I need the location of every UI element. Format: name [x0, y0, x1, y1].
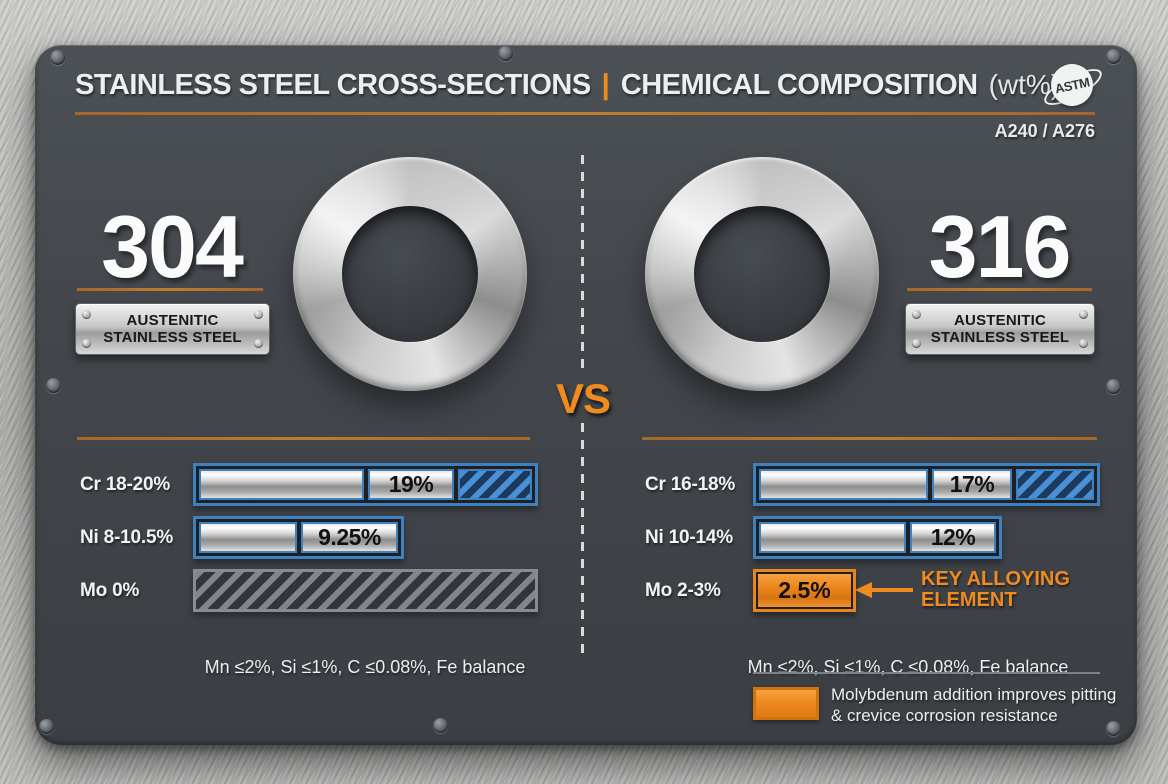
bar-molybdenum-highlight: 2.5% [753, 569, 856, 612]
legend-text: Molybdenum addition improves pitting & c… [831, 684, 1116, 726]
row-label: Ni 8-10.5% [80, 527, 174, 548]
plate-screw-icon [254, 310, 263, 319]
composition-bar: 17% [753, 463, 1100, 506]
grade-316-number: 316 [928, 197, 1072, 296]
plate-screw-icon [82, 339, 91, 348]
title-part1: STAINLESS STEEL CROSS-SECTIONS [75, 69, 591, 101]
plate-screw-icon [912, 339, 921, 348]
row-label: Mo 2-3% [645, 580, 721, 601]
bar-value: 17% [932, 469, 1012, 500]
screw-icon [1106, 49, 1121, 64]
screw-icon [39, 719, 54, 734]
bar-value: 19% [368, 469, 454, 500]
composition-row: Ni 10-14% 12% [35, 516, 1137, 559]
legend-line2: & crevice corrosion resistance [831, 706, 1058, 725]
row-label: Cr 16-18% [645, 474, 736, 495]
bar-empty-hatch [193, 569, 538, 612]
composition-rule-304 [77, 437, 530, 440]
row-label: Ni 10-14% [645, 527, 733, 548]
bar-value: 9.25% [301, 522, 398, 553]
screw-icon [1106, 379, 1121, 394]
plate-screw-icon [254, 339, 263, 348]
arrow-left-icon [855, 582, 913, 598]
screw-icon [50, 50, 65, 65]
center-divider-dash [581, 423, 584, 655]
grade-304-number: 304 [101, 197, 244, 296]
type-label-line1: AUSTENITIC [954, 311, 1046, 329]
vs-label: VS [555, 375, 611, 422]
composition-bar: 19% [193, 463, 538, 506]
composition-row: Cr 16-18% 17% [35, 463, 1137, 506]
bar-range-hatch [1016, 469, 1094, 500]
ring-hole [694, 206, 830, 342]
composition-bar: 9.25% [193, 516, 404, 559]
title-separator: | [601, 69, 610, 101]
bar-fill [759, 522, 906, 553]
bar-range-hatch [458, 469, 532, 500]
screw-icon [433, 718, 448, 733]
footnote-316: Mn ≤2%, Si ≤1%, C ≤0.08%, Fe balance [747, 657, 1069, 677]
bar-fill [199, 522, 297, 553]
rows-right: Cr 16-18% 17% Ni 10-14% 12% Mo 2-3% 2.5% [35, 45, 1137, 745]
steel-ring-304 [293, 157, 527, 391]
grade-304-type-plate: AUSTENITIC STAINLESS STEEL [75, 303, 270, 355]
legend-line1: Molybdenum addition improves pitting [831, 685, 1117, 704]
screw-icon [498, 46, 513, 61]
plate-screw-icon [82, 310, 91, 319]
composition-rule-316 [642, 437, 1097, 440]
title-units: (wt%) [988, 69, 1061, 100]
key-alloying-line1: KEY ALLOYING [921, 568, 1070, 590]
ring-hole [342, 206, 478, 342]
footnote-304: Mn ≤2%, Si ≤1%, C ≤0.08%, Fe balance [204, 657, 526, 677]
key-alloying-line2: ELEMENT [921, 589, 1017, 611]
page-title: STAINLESS STEEL CROSS-SECTIONS | CHEMICA… [75, 69, 1095, 102]
composition-bar: 12% [753, 516, 1002, 559]
type-label-line2: STAINLESS STEEL [103, 329, 242, 346]
center-divider-dash [581, 155, 584, 375]
grade-304-underline [77, 288, 263, 291]
plate-screw-icon [912, 310, 921, 319]
composition-row: Ni 8-10.5% 9.25% [35, 516, 1137, 559]
type-label-line1: AUSTENITIC [126, 311, 219, 329]
grade-316-type-plate: AUSTENITIC STAINLESS STEEL [905, 303, 1095, 355]
composition-row: Mo 2-3% 2.5% [35, 569, 1137, 612]
key-alloying-text: KEY ALLOYING ELEMENT [921, 569, 1070, 611]
row-label: Cr 18-20% [80, 474, 171, 495]
bar-value: 12% [910, 522, 996, 553]
grade-316-underline [907, 288, 1092, 291]
title-divider-line [75, 112, 1095, 115]
key-alloying-annotation: KEY ALLOYING ELEMENT [855, 569, 1070, 611]
bar-fill [759, 469, 928, 500]
bar-fill [199, 469, 364, 500]
legend-molybdenum-swatch [753, 687, 819, 720]
screw-icon [46, 378, 61, 393]
plate-screw-icon [1079, 339, 1088, 348]
steel-ring-316 [645, 157, 879, 391]
composition-row: Cr 18-20% 19% [35, 463, 1137, 506]
rows-left: Cr 18-20% 19% Ni 8-10.5% 9.25% Mo 0% [35, 45, 1137, 745]
legend-divider [753, 672, 1100, 674]
title-part2: CHEMICAL COMPOSITION [620, 69, 978, 101]
plate-screw-icon [1079, 310, 1088, 319]
type-label-line2: STAINLESS STEEL [930, 329, 1070, 346]
screw-icon [1106, 721, 1121, 736]
astm-standards-label: A240 / A276 [994, 121, 1095, 141]
composition-row: Mo 0% [35, 569, 1137, 612]
row-label: Mo 0% [80, 580, 140, 601]
steel-panel: STAINLESS STEEL CROSS-SECTIONS | CHEMICA… [35, 45, 1137, 745]
